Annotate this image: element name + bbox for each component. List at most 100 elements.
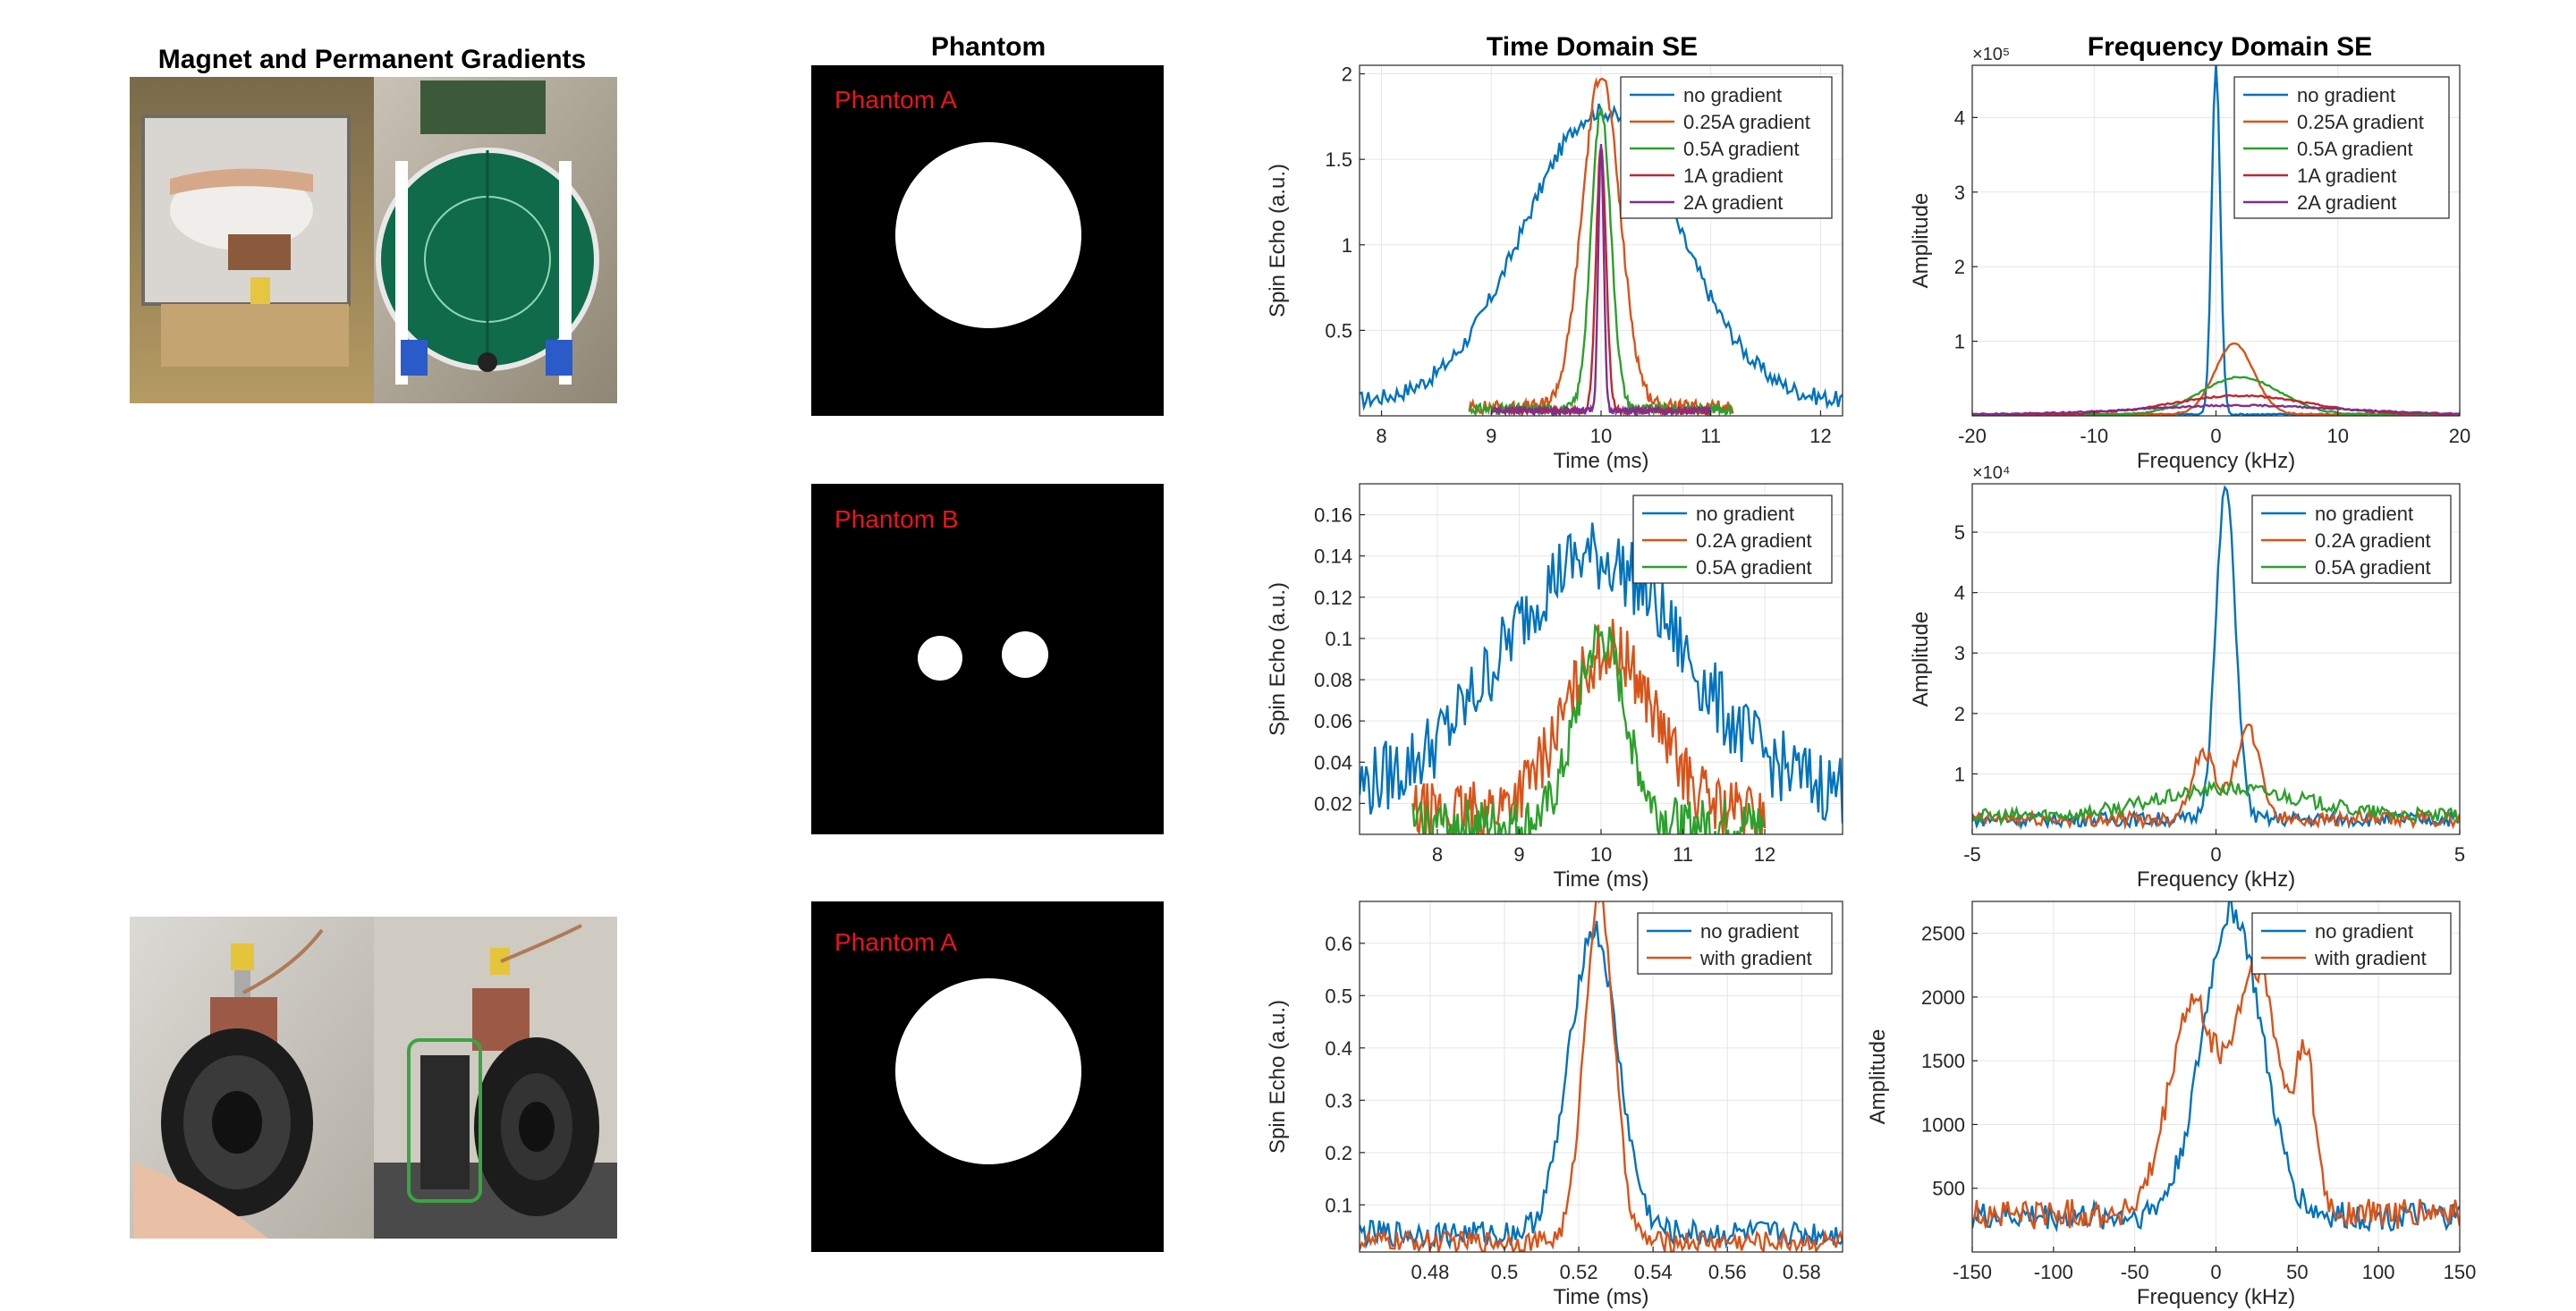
x-tick-label: 0.58 (1783, 1261, 1821, 1283)
x-tick-label: 10 (1590, 843, 1612, 866)
series-line (1972, 901, 2460, 1233)
x-tick-label: 0.48 (1411, 1261, 1450, 1283)
legend-entry: 2A gradient (1683, 191, 1783, 214)
y-axis-label: Amplitude (1909, 612, 1933, 707)
phantom-disk (895, 978, 1081, 1164)
x-tick-label: 9 (1486, 425, 1496, 447)
title-freq-domain: Frequency Domain SE (2088, 32, 2372, 62)
phantom-panel-a: Phantom A (811, 65, 1164, 416)
y-tick-label: 1.5 (1325, 148, 1352, 171)
phantom-panel-b: Phantom B (811, 484, 1164, 834)
series-line (1411, 619, 1767, 834)
legend-entry: 1A gradient (2297, 165, 2396, 187)
legend-entry: 0.25A gradient (2297, 111, 2424, 133)
x-axis-label: Time (ms) (1553, 1285, 1648, 1309)
axis-exponent: ×10⁵ (1972, 45, 2010, 64)
phantom-disk (895, 142, 1081, 328)
y-tick-label: 2 (1954, 703, 1965, 725)
chart-freq-b: -5 0 5 1 2 3 4 5 Frequency (kHz) Amplitude ×10⁴ no … (1909, 463, 2465, 892)
legend-entry: no gradient (2315, 503, 2413, 525)
x-tick-label: -150 (1953, 1261, 1992, 1283)
phantom-label: Phantom B (835, 505, 959, 533)
y-tick-label: 0.6 (1325, 933, 1352, 955)
y-tick-label: 1 (1954, 331, 1965, 353)
x-tick-label: 10 (1590, 425, 1612, 447)
title-time-domain: Time Domain SE (1487, 32, 1698, 62)
chart-time-a: 8 9 10 11 12 0.5 1 1.5 2 Time (ms) Spin Echo (a.u.… (1266, 63, 1843, 473)
y-tick-label: 1 (1342, 234, 1352, 257)
series-line (1972, 403, 2460, 416)
legend-entry: with gradient (2314, 947, 2427, 969)
y-tick-label: 3 (1954, 642, 1965, 664)
y-tick-label: 0.14 (1314, 546, 1352, 568)
chart-time-b: 8 9 10 11 12 0.02 0.04 0.06 0.08 0.1 0.12 0.14 0.16 T… (1266, 483, 1843, 892)
y-tick-label: 1500 (1921, 1050, 1965, 1072)
y-tick-label: 0.5 (1325, 319, 1352, 342)
phantom-panel-c: Phantom A (811, 901, 1164, 1252)
x-tick-label: 50 (2286, 1261, 2308, 1283)
y-tick-label: 0.16 (1314, 504, 1352, 527)
chart-time-c: 0.48 0.5 0.52 0.54 0.56 0.58 0.1 0.2 0.3 0.4 0.5 0.… (1266, 901, 1843, 1309)
legend-entry: 1A gradient (1683, 165, 1783, 187)
y-axis-label: Amplitude (1909, 193, 1933, 289)
y-tick-label: 0.5 (1325, 985, 1352, 1007)
y-tick-label: 4 (1954, 582, 1965, 605)
chart-freq-c: -150 -100 -50 0 50 100 150 500 1000 1500 2000 2500 F… (1866, 901, 2476, 1309)
x-tick-label: 8 (1376, 425, 1386, 447)
x-tick-label: -10 (2080, 425, 2108, 447)
series-line (1972, 779, 2460, 827)
y-tick-label: 0.3 (1325, 1089, 1352, 1112)
y-tick-label: 2 (1954, 256, 1965, 278)
series-line (1360, 522, 1843, 824)
x-tick-label: -100 (2034, 1261, 2073, 1283)
series-line (1360, 901, 1843, 1252)
series-line (1972, 485, 2460, 831)
y-tick-label: 0.2 (1325, 1142, 1352, 1164)
legend-entry: 0.5A gradient (1683, 138, 1800, 160)
legend-entry: no gradient (2297, 84, 2395, 106)
legend-entry: no gradient (1700, 920, 1799, 943)
y-tick-label: 0.08 (1314, 669, 1352, 691)
x-tick-label: 11 (1700, 425, 1721, 447)
x-tick-label: 0 (2210, 1261, 2221, 1283)
y-tick-label: 2500 (1921, 923, 1965, 945)
x-axis-label: Time (ms) (1553, 867, 1648, 892)
x-tick-label: -50 (2121, 1261, 2149, 1283)
y-tick-label: 0.06 (1314, 710, 1352, 732)
x-tick-label: 100 (2362, 1261, 2395, 1283)
legend-entry: no gradient (2315, 920, 2413, 943)
y-axis-label: Spin Echo (a.u.) (1266, 164, 1290, 317)
y-tick-label: 0.12 (1314, 587, 1352, 609)
x-axis-label: Frequency (kHz) (2137, 449, 2295, 473)
x-tick-label: 10 (2327, 425, 2349, 447)
axes-box (1359, 901, 1843, 1253)
y-axis-label: Spin Echo (a.u.) (1266, 1000, 1290, 1154)
y-axis-label: Amplitude (1866, 1029, 1890, 1125)
x-tick-label: 0.52 (1560, 1261, 1598, 1283)
y-tick-label: 1000 (1921, 1113, 1965, 1136)
x-tick-label: 9 (1513, 843, 1524, 866)
x-tick-label: -5 (1963, 843, 1981, 866)
legend-entry: no gradient (1683, 84, 1782, 106)
halbach-photo (130, 917, 617, 1239)
y-tick-label: 0.4 (1325, 1037, 1352, 1060)
x-tick-label: 5 (2454, 843, 2465, 866)
x-tick-label: 0.54 (1634, 1261, 1673, 1283)
legend-entry: 0.5A gradient (1696, 556, 1812, 579)
series-line (1972, 960, 2460, 1230)
y-tick-label: 0.02 (1314, 792, 1352, 815)
y-tick-label: 0.1 (1325, 628, 1352, 650)
x-tick-label: -20 (1958, 425, 1987, 447)
x-tick-label: 0 (2210, 425, 2221, 447)
legend-box (2251, 912, 2452, 975)
x-tick-label: 0.5 (1491, 1261, 1519, 1283)
legend-entry: 2A gradient (2297, 191, 2396, 214)
legend-entry: no gradient (1696, 503, 1794, 525)
x-axis-label: Time (ms) (1553, 449, 1648, 473)
series-line (1360, 920, 1843, 1250)
axis-exponent: ×10⁴ (1972, 463, 2011, 483)
x-tick-label: 0.56 (1708, 1261, 1747, 1283)
legend-entry: 0.2A gradient (2315, 529, 2431, 552)
series-line (1490, 144, 1712, 416)
y-tick-label: 500 (1932, 1178, 1965, 1200)
